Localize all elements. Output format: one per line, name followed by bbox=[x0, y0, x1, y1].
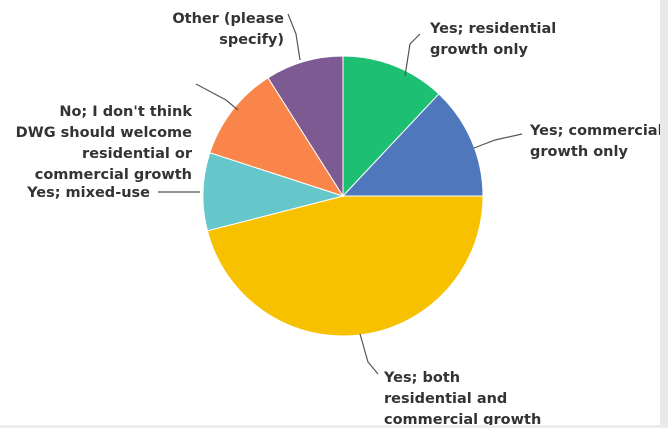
pie-slice-1 bbox=[342, 55, 440, 198]
slice-label-line: Yes; commercial bbox=[529, 123, 663, 139]
slice-label-line: residential or bbox=[82, 146, 193, 162]
leader-line-5 bbox=[195, 83, 239, 111]
slice-label-line: Yes; mixed-use bbox=[26, 185, 150, 201]
pie-slice-5 bbox=[209, 77, 345, 197]
slice-label-line: growth only bbox=[430, 42, 528, 58]
slice-label-line: commercial growth bbox=[384, 412, 541, 428]
window-scroll-edge bbox=[660, 0, 668, 428]
pie-slice-6 bbox=[267, 55, 344, 198]
slice-label-2: Yes; commercial growth only bbox=[529, 123, 663, 160]
slice-label-line: Other (please bbox=[172, 11, 284, 27]
slice-label-line: Yes; residential bbox=[429, 21, 556, 37]
slice-label-6: Other (please specify) bbox=[172, 11, 284, 48]
slice-label-line: residential and bbox=[384, 391, 507, 407]
leader-line-1 bbox=[404, 33, 421, 77]
slice-label-1: Yes; residential growth only bbox=[429, 21, 556, 58]
slice-label-line: specify) bbox=[219, 32, 284, 48]
leader-line-6 bbox=[287, 13, 301, 61]
slice-label-3: Yes; both residential and commercial growt… bbox=[383, 370, 541, 428]
pie-slice-2 bbox=[341, 93, 484, 197]
pie-slice-4 bbox=[202, 152, 345, 232]
slice-label-line: commercial growth bbox=[35, 167, 192, 183]
leader-line-2 bbox=[473, 133, 523, 149]
slice-label-line: DWG should welcome bbox=[16, 125, 192, 141]
slice-label-5: No; I don't think DWG should welcome resid… bbox=[16, 104, 193, 183]
window-bottom-edge bbox=[0, 425, 668, 428]
slice-label-line: No; I don't think bbox=[59, 104, 192, 120]
slice-label-line: growth only bbox=[530, 144, 628, 160]
slice-label-line: Yes; both bbox=[383, 370, 460, 386]
leader-line-3 bbox=[359, 333, 379, 375]
slice-label-4: Yes; mixed-use bbox=[26, 185, 150, 201]
